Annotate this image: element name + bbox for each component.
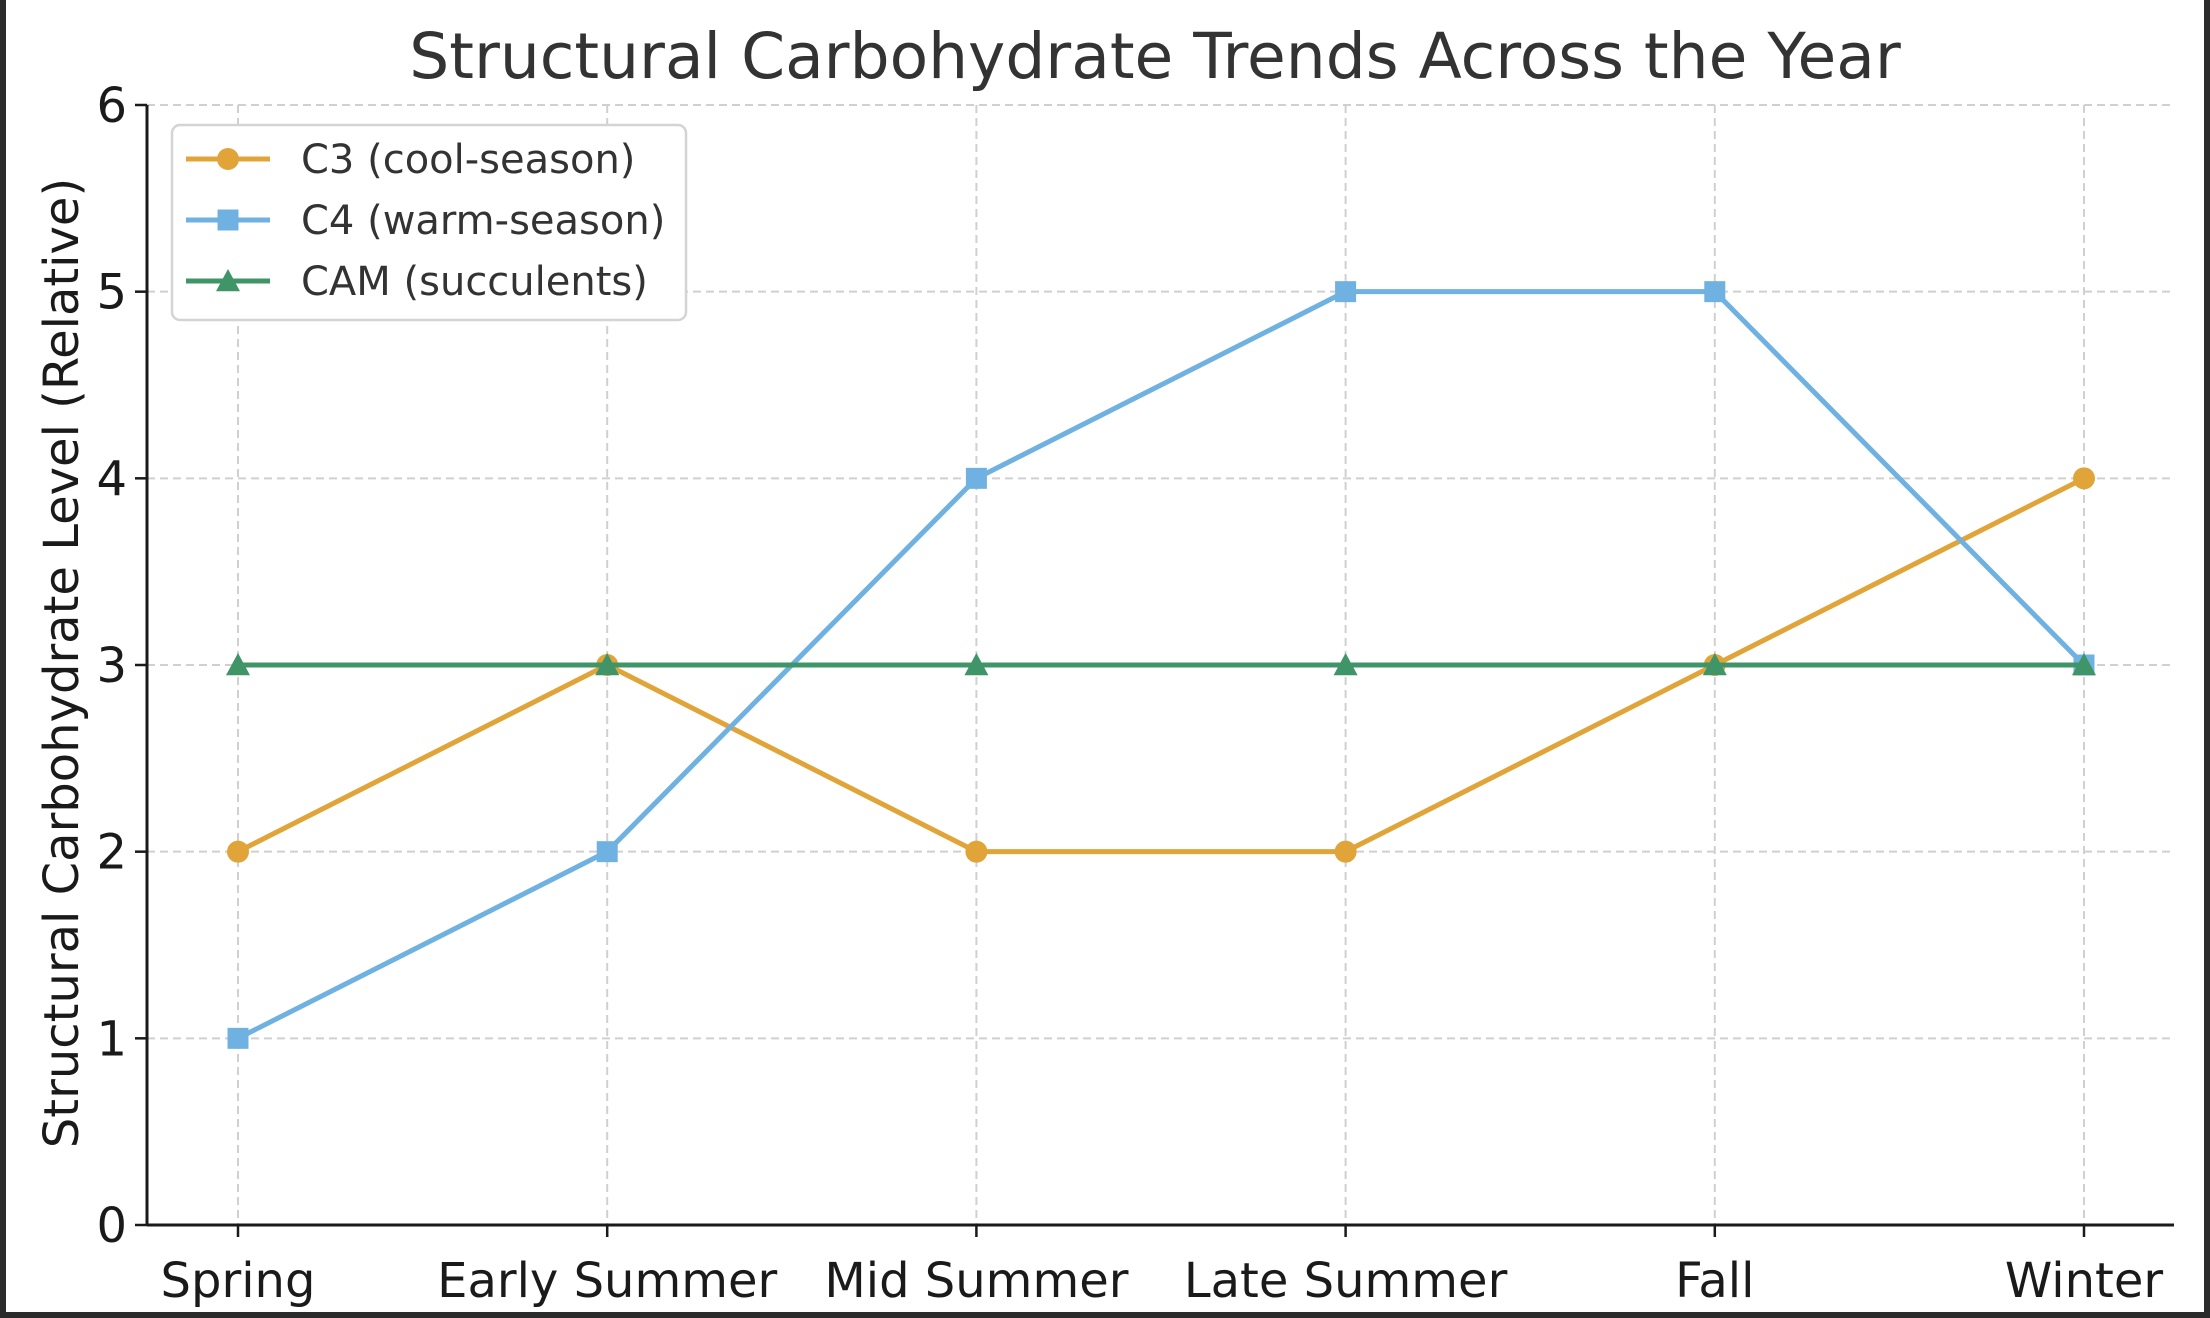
x-tick-label: Fall xyxy=(1675,1253,1754,1309)
data-point xyxy=(227,840,249,863)
y-axis-label: Structural Carbohydrate Level (Relative) xyxy=(34,178,90,1148)
legend-item: CAM (succulents) xyxy=(186,259,648,305)
x-tick-label: Winter xyxy=(2005,1253,2164,1309)
x-tick-label: Late Summer xyxy=(1184,1253,1508,1309)
data-point xyxy=(596,841,618,863)
x-tick-label: Spring xyxy=(161,1253,316,1309)
data-point xyxy=(965,467,987,489)
chart-frame: Structural Carbohydrate Trends Across th… xyxy=(6,0,2204,1312)
y-tick-label: 3 xyxy=(96,638,127,694)
chart-title: Structural Carbohydrate Trends Across th… xyxy=(409,20,1901,93)
y-tick-label: 1 xyxy=(96,1011,127,1067)
x-tick-label: Early Summer xyxy=(437,1253,777,1309)
legend-label: C3 (cool-season) xyxy=(301,137,635,183)
data-point xyxy=(1704,281,1726,303)
legend-marker xyxy=(216,269,240,292)
y-tick-label: 6 xyxy=(96,78,127,134)
data-point xyxy=(964,653,989,676)
legend-marker xyxy=(217,148,239,170)
legend: C3 (cool-season) C4 (warm-season) CAM (suc… xyxy=(170,123,688,322)
legend-label: C4 (warm-season) xyxy=(301,198,665,244)
data-point xyxy=(965,840,988,863)
legend-box xyxy=(170,123,688,322)
y-tick-label: 2 xyxy=(96,825,127,881)
data-point xyxy=(1335,281,1357,303)
chart-canvas: Structural Carbohydrate Trends Across th… xyxy=(34,20,2174,1309)
y-tick-label: 5 xyxy=(96,265,127,321)
data-point xyxy=(595,653,620,676)
y-axis-ticks: 0 1 2 3 4 5 6 xyxy=(96,78,147,1254)
data-point xyxy=(1334,840,1357,863)
data-point xyxy=(2073,467,2095,490)
legend-item: C3 (cool-season) xyxy=(186,137,635,183)
legend-item: C4 (warm-season) xyxy=(186,198,665,244)
series-cam-succulents xyxy=(226,653,2096,676)
series-line xyxy=(236,476,2086,855)
legend-label: CAM (succulents) xyxy=(301,259,648,305)
series-line xyxy=(236,289,2086,1041)
series-group xyxy=(226,281,2096,1049)
data-point xyxy=(226,653,250,676)
data-point xyxy=(227,1027,249,1049)
x-axis-ticks: Spring Early Summer Mid Summer Late Summer F… xyxy=(161,1225,2164,1309)
legend-marker xyxy=(217,209,239,231)
y-tick-label: 4 xyxy=(96,451,127,507)
data-point xyxy=(2072,653,2096,676)
x-tick-label: Mid Summer xyxy=(824,1253,1128,1309)
data-point xyxy=(1333,653,1358,676)
y-tick-label: 0 xyxy=(96,1198,127,1254)
data-point xyxy=(1702,653,1727,676)
